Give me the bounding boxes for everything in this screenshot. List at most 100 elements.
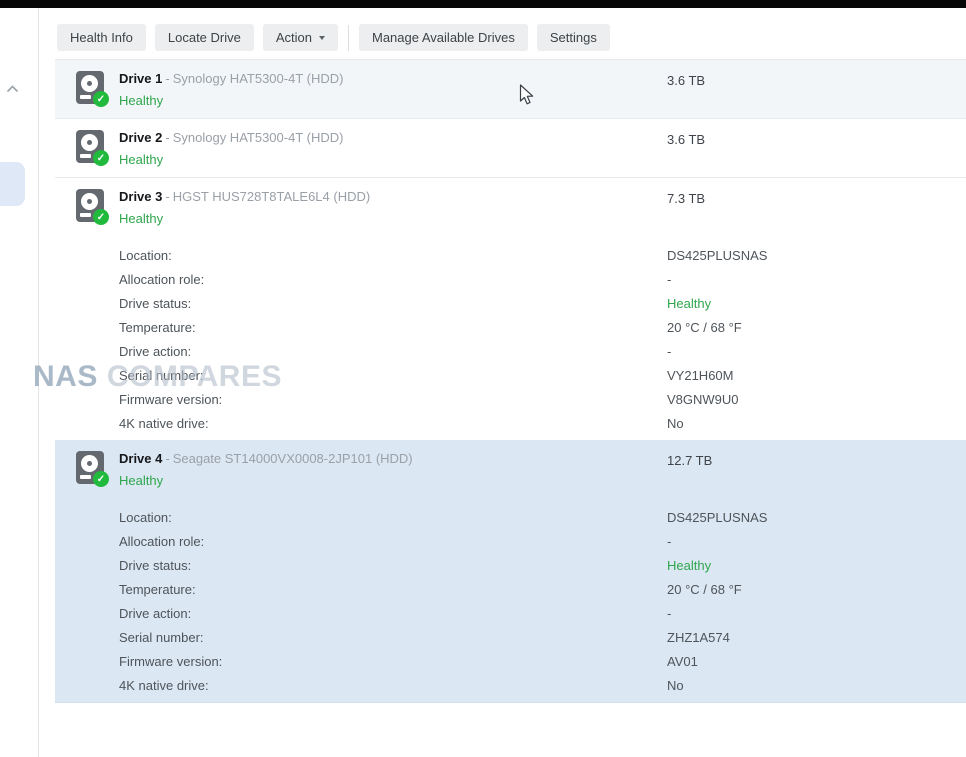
detail-label: Serial number: <box>119 630 204 645</box>
drive-row-header[interactable]: ✓ Drive 3- HGST HUS728T8TALE6L4 (HDD) Hea… <box>55 178 966 236</box>
drive-row-header[interactable]: ✓ Drive 1- Synology HAT5300-4T (HDD) Heal… <box>55 60 966 118</box>
drive-detail-row: Firmware version: AV01 <box>55 650 966 674</box>
detail-value: DS425PLUSNAS <box>667 248 768 263</box>
detail-value: 20 °C / 68 °F <box>667 582 742 597</box>
drive-detail-row: Drive action: - <box>55 340 966 364</box>
drive-detail-row: Serial number: ZHZ1A574 <box>55 626 966 650</box>
detail-label: 4K native drive: <box>119 678 209 693</box>
detail-value: AV01 <box>667 654 698 669</box>
drive-name-separator: - <box>165 451 170 466</box>
healthy-check-icon: ✓ <box>93 471 109 487</box>
healthy-check-icon: ✓ <box>93 150 109 166</box>
drive-detail-row: Allocation role: - <box>55 268 966 292</box>
top-black-bar <box>0 0 966 8</box>
drive-detail-row: 4K native drive: No <box>55 412 966 436</box>
detail-label: Drive action: <box>119 344 192 359</box>
detail-value: DS425PLUSNAS <box>667 510 768 525</box>
detail-label: Serial number: <box>119 368 204 383</box>
sidebar-selected-item[interactable] <box>0 162 25 206</box>
toolbar-separator <box>348 24 349 51</box>
detail-value: 20 °C / 68 °F <box>667 320 742 335</box>
detail-value: V8GNW9U0 <box>667 392 739 407</box>
toolbar-button-label: Locate Drive <box>167 30 241 45</box>
drive-row[interactable]: ✓ Drive 2- Synology HAT5300-4T (HDD) Heal… <box>55 119 966 178</box>
drive-detail-row: Serial number: VY21H60M <box>55 364 966 388</box>
drive-status: Healthy <box>119 211 164 226</box>
detail-label: Temperature: <box>119 582 196 597</box>
drive-detail-row: Location: DS425PLUSNAS <box>55 506 966 530</box>
toolbar-button-label: Settings <box>549 30 597 45</box>
drive-name-separator: - <box>165 71 170 86</box>
toolbar-button-locate-drive[interactable]: Locate Drive <box>154 24 254 51</box>
drive-list: ✓ Drive 1- Synology HAT5300-4T (HDD) Heal… <box>55 59 966 703</box>
drive-detail-row: Firmware version: V8GNW9U0 <box>55 388 966 412</box>
drive-detail-row: Drive status: Healthy <box>55 554 966 578</box>
drive-name-separator: - <box>165 130 170 145</box>
drive-detail-row: Temperature: 20 °C / 68 °F <box>55 316 966 340</box>
detail-label: Drive status: <box>119 296 192 311</box>
drive-name: Drive 3 <box>119 189 163 204</box>
drive-row-header[interactable]: ✓ Drive 2- Synology HAT5300-4T (HDD) Heal… <box>55 119 966 177</box>
toolbar: Health Info Locate Drive Action Manage Avai… <box>39 8 966 59</box>
drive-status: Healthy <box>119 152 164 167</box>
detail-label: Temperature: <box>119 320 196 335</box>
detail-value: ZHZ1A574 <box>667 630 730 645</box>
hdd-icon: ✓ <box>76 71 109 107</box>
toolbar-button-health-info[interactable]: Health Info <box>57 24 146 51</box>
drive-row[interactable]: ✓ Drive 4- Seagate ST14000VX0008-2JP101 (… <box>55 440 966 703</box>
drive-model: Synology HAT5300-4T (HDD) <box>172 130 344 145</box>
drive-size: 3.6 TB <box>667 132 706 147</box>
drive-model: HGST HUS728T8TALE6L4 (HDD) <box>172 189 371 204</box>
detail-label: Location: <box>119 248 172 263</box>
drive-model: Synology HAT5300-4T (HDD) <box>172 71 344 86</box>
detail-label: Firmware version: <box>119 392 223 407</box>
detail-value: - <box>667 534 672 549</box>
detail-value: Healthy <box>667 296 712 311</box>
detail-label: Drive status: <box>119 558 192 573</box>
drive-detail-row: 4K native drive: No <box>55 674 966 698</box>
detail-value: No <box>667 678 684 693</box>
detail-value: - <box>667 272 672 287</box>
sidebar <box>0 8 39 757</box>
drive-row[interactable]: ✓ Drive 1- Synology HAT5300-4T (HDD) Heal… <box>55 60 966 119</box>
detail-label: Allocation role: <box>119 534 205 549</box>
toolbar-button-label: Action <box>275 30 312 45</box>
hdd-icon: ✓ <box>76 130 109 166</box>
drive-detail-row: Location: DS425PLUSNAS <box>55 244 966 268</box>
drive-size: 12.7 TB <box>667 453 713 468</box>
detail-value: VY21H60M <box>667 368 734 383</box>
hdd-icon: ✓ <box>76 189 109 225</box>
detail-value: - <box>667 344 672 359</box>
detail-label: Location: <box>119 510 172 525</box>
toolbar-button-settings[interactable]: Settings <box>536 24 610 51</box>
detail-label: Firmware version: <box>119 654 223 669</box>
dropdown-caret-icon <box>319 35 325 40</box>
drive-row-header[interactable]: ✓ Drive 4- Seagate ST14000VX0008-2JP101 (… <box>55 440 966 498</box>
drive-detail-row: Temperature: 20 °C / 68 °F <box>55 578 966 602</box>
drive-size: 7.3 TB <box>667 191 706 206</box>
healthy-check-icon: ✓ <box>93 91 109 107</box>
detail-value: Healthy <box>667 558 712 573</box>
drive-detail-row: Drive status: Healthy <box>55 292 966 316</box>
toolbar-button-action[interactable]: Action <box>262 24 338 51</box>
drive-detail-row: Drive action: - <box>55 602 966 626</box>
healthy-check-icon: ✓ <box>93 209 109 225</box>
drive-detail-row: Allocation role: - <box>55 530 966 554</box>
drive-name: Drive 1 <box>119 71 163 86</box>
drive-status: Healthy <box>119 93 164 108</box>
toolbar-button-manage-available-drives[interactable]: Manage Available Drives <box>359 24 528 51</box>
drive-model: Seagate ST14000VX0008-2JP101 (HDD) <box>172 451 413 466</box>
drive-row[interactable]: ✓ Drive 3- HGST HUS728T8TALE6L4 (HDD) Hea… <box>55 178 966 440</box>
drive-details-panel: Location: DS425PLUSNAS Allocation role: … <box>55 236 966 440</box>
collapse-chevron-icon[interactable] <box>6 80 19 98</box>
drive-size: 3.6 TB <box>667 73 706 88</box>
detail-label: 4K native drive: <box>119 416 209 431</box>
toolbar-button-label: Manage Available Drives <box>372 30 515 45</box>
detail-value: - <box>667 606 672 621</box>
drive-name-separator: - <box>165 189 170 204</box>
drive-name: Drive 2 <box>119 130 163 145</box>
storage-manager-panel: Health Info Locate Drive Action Manage Avai… <box>39 8 966 757</box>
detail-label: Allocation role: <box>119 272 205 287</box>
hdd-icon: ✓ <box>76 451 109 487</box>
detail-label: Drive action: <box>119 606 192 621</box>
